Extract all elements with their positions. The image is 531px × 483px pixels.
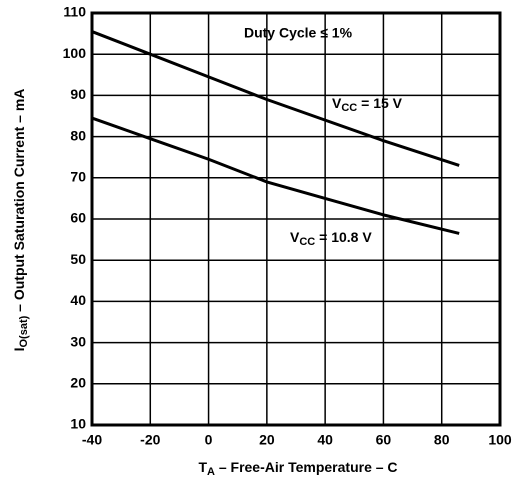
y-label-sub: O(sat) — [18, 315, 30, 347]
series-line — [91, 116, 460, 235]
y-tick-label: 110 — [63, 4, 86, 20]
x-tick-label: 100 — [488, 432, 512, 448]
x-tick-label: 80 — [434, 432, 450, 448]
x-label-main: T — [198, 459, 207, 475]
series-label-main: V — [290, 229, 300, 245]
y-tick-label: 20 — [70, 375, 86, 391]
x-label-sub: A — [207, 466, 215, 478]
series-label-rest: = 15 V — [357, 95, 402, 111]
series-line — [91, 30, 460, 167]
series-label-main: V — [332, 95, 342, 111]
x-tick-label: -20 — [140, 432, 160, 448]
y-tick-label: 80 — [70, 127, 86, 143]
y-axis-label: IO(sat) – Output Saturation Current – mA — [11, 89, 30, 352]
series-label-rest: = 10.8 V — [315, 229, 372, 245]
series-label-sub: CC — [299, 236, 315, 248]
x-tick-label: 40 — [317, 432, 333, 448]
series-label: VCC = 10.8 V — [290, 229, 372, 248]
y-tick-label: 70 — [70, 169, 86, 185]
y-tick-label: 40 — [70, 292, 86, 308]
x-tick-label: 60 — [376, 432, 392, 448]
y-label-main: I — [11, 348, 27, 352]
x-axis-label: TA – Free-Air Temperature – C — [198, 459, 397, 478]
series-label: VCC = 15 V — [332, 95, 403, 114]
y-tick-label: 90 — [70, 86, 86, 102]
y-tick-label: 50 — [70, 251, 86, 267]
y-tick-label: 60 — [70, 210, 86, 226]
plot-frame — [90, 11, 502, 427]
y-tick-label: 10 — [70, 416, 86, 432]
x-label-rest: – Free-Air Temperature – C — [215, 459, 398, 475]
y-label-rest: – Output Saturation Current – mA — [11, 89, 27, 316]
x-tick-label: 0 — [205, 432, 213, 448]
x-tick-label: 20 — [259, 432, 275, 448]
y-tick-label: 100 — [63, 45, 87, 61]
annotation: Duty Cycle ≤ 1% — [244, 25, 353, 41]
y-tick-label: 30 — [70, 333, 86, 349]
x-tick-label: -40 — [82, 432, 102, 448]
series-label-sub: CC — [341, 102, 357, 114]
